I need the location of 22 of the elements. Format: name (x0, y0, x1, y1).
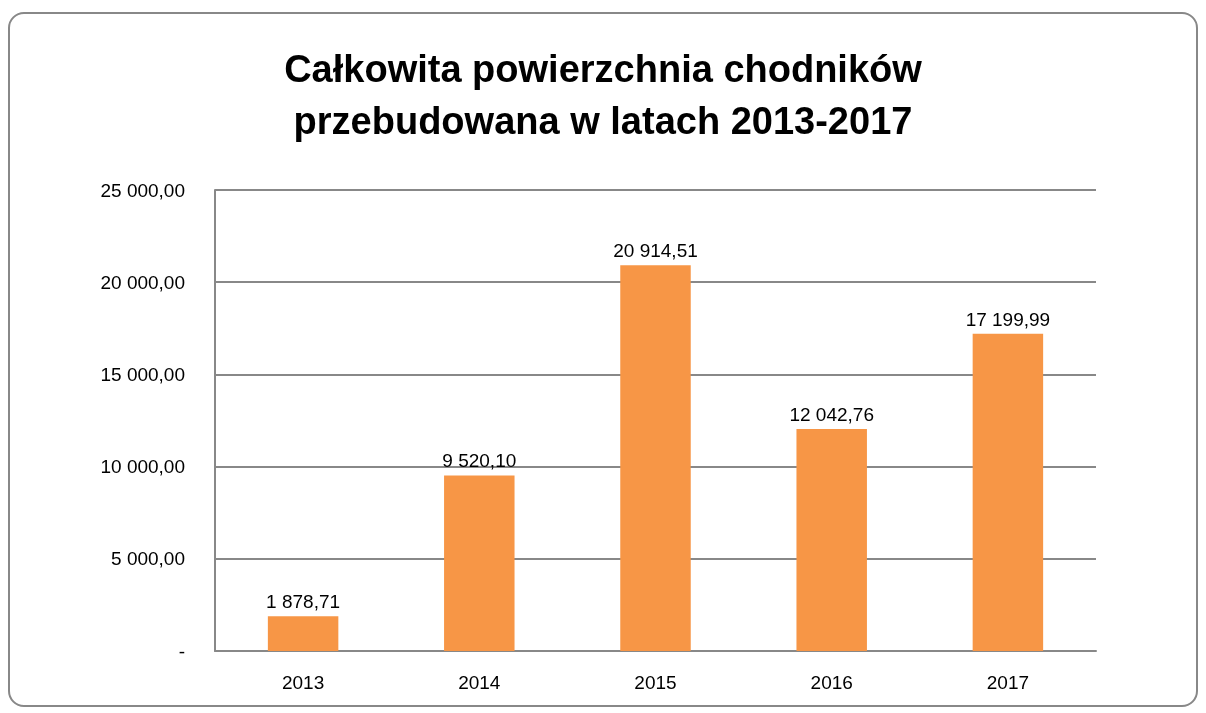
y-tick-label: 15 000,00 (100, 363, 185, 385)
data-label: 9 520,10 (442, 450, 517, 472)
data-label: 20 914,51 (613, 240, 698, 262)
bar (620, 265, 691, 651)
y-tick-label: 25 000,00 (100, 179, 185, 201)
data-label: 17 199,99 (965, 308, 1051, 330)
data-label: 1 878,71 (266, 591, 341, 613)
bar (972, 333, 1044, 651)
x-tick-label: 2017 (986, 672, 1030, 693)
x-tick-label: 2013 (281, 672, 325, 693)
x-tick-label: 2016 (810, 672, 853, 693)
y-tick-label: - (178, 640, 185, 662)
data-label: 12 042,76 (789, 403, 874, 425)
bar (267, 616, 339, 651)
bar (444, 475, 515, 651)
y-tick-label: 5 000,00 (111, 548, 185, 570)
x-tick-label: 2015 (634, 672, 677, 693)
y-tick-label: 20 000,00 (100, 271, 185, 293)
y-tick-label: 10 000,00 (100, 456, 185, 478)
chart-title: Całkowita powierzchnia chodników przebudowana w latach 2013-2017 (284, 48, 923, 142)
x-tick-label: 2014 (458, 672, 501, 693)
bar (796, 428, 867, 651)
